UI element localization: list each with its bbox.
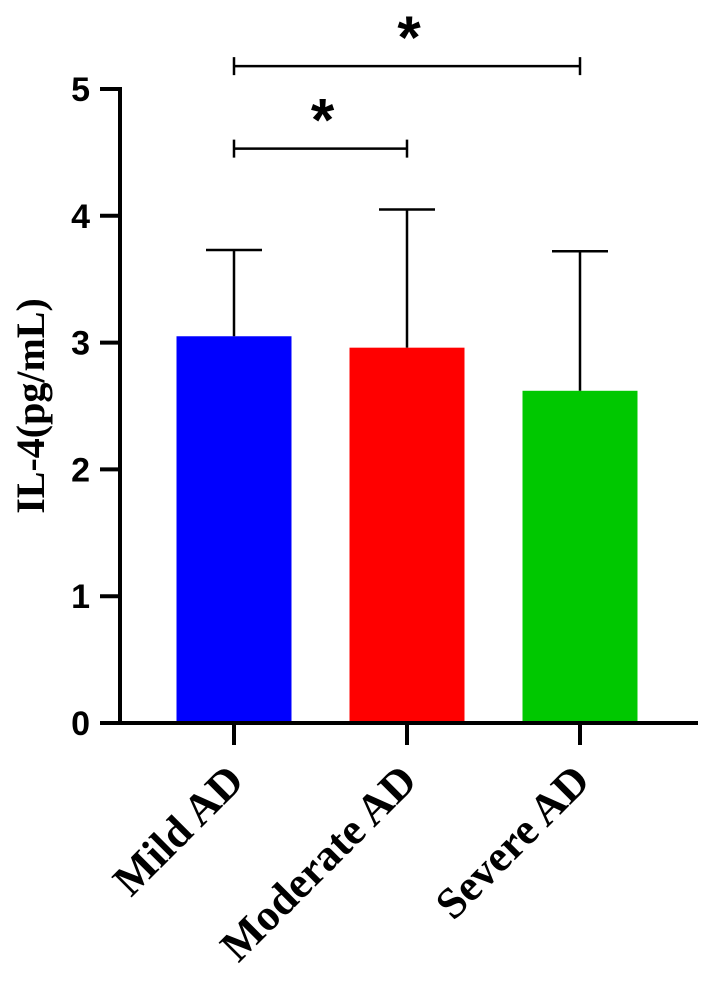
y-tick-label-0: 0 (71, 705, 90, 743)
significance-star-1: * (311, 87, 335, 154)
bars-layer (176, 336, 638, 723)
significance-bracket-2 (232, 57, 582, 76)
y-tick-label-5: 5 (71, 71, 90, 109)
y-tick-label-3: 3 (71, 325, 90, 363)
bar-mild-ad (176, 336, 292, 723)
y-axis-title: IL-4(pg/mL) (8, 298, 53, 514)
y-tick-label-4: 4 (71, 198, 90, 236)
error-bars-layer (206, 208, 608, 391)
bar-severe-ad (522, 390, 638, 723)
y-tick-label-1: 1 (71, 578, 90, 616)
significance-layer: ** (232, 4, 582, 158)
significance-star-2: * (397, 4, 421, 71)
y-tick-label-2: 2 (71, 451, 90, 489)
significance-bracket-1 (232, 139, 409, 158)
bar-moderate-ad (349, 347, 465, 723)
x-tick-label-severe-ad: Severe AD (426, 755, 599, 928)
x-tick-label-mild-ad: Mild AD (103, 755, 253, 905)
